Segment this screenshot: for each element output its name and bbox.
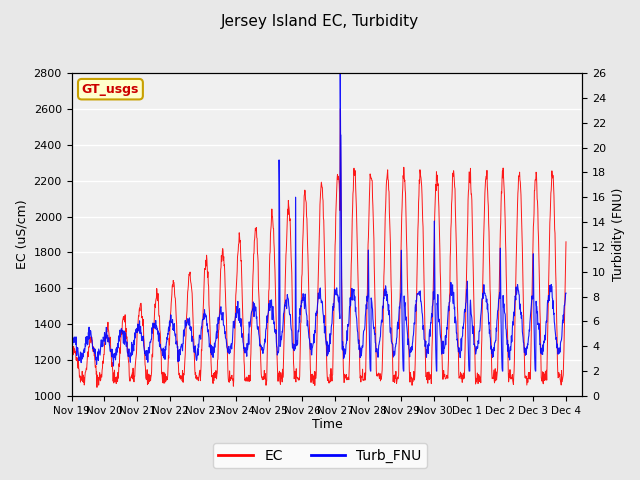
Text: Jersey Island EC, Turbidity: Jersey Island EC, Turbidity (221, 14, 419, 29)
Text: GT_usgs: GT_usgs (82, 83, 139, 96)
Y-axis label: Turbidity (FNU): Turbidity (FNU) (612, 188, 625, 281)
Legend: EC, Turb_FNU: EC, Turb_FNU (213, 443, 427, 468)
X-axis label: Time: Time (312, 419, 342, 432)
Y-axis label: EC (uS/cm): EC (uS/cm) (15, 200, 28, 269)
